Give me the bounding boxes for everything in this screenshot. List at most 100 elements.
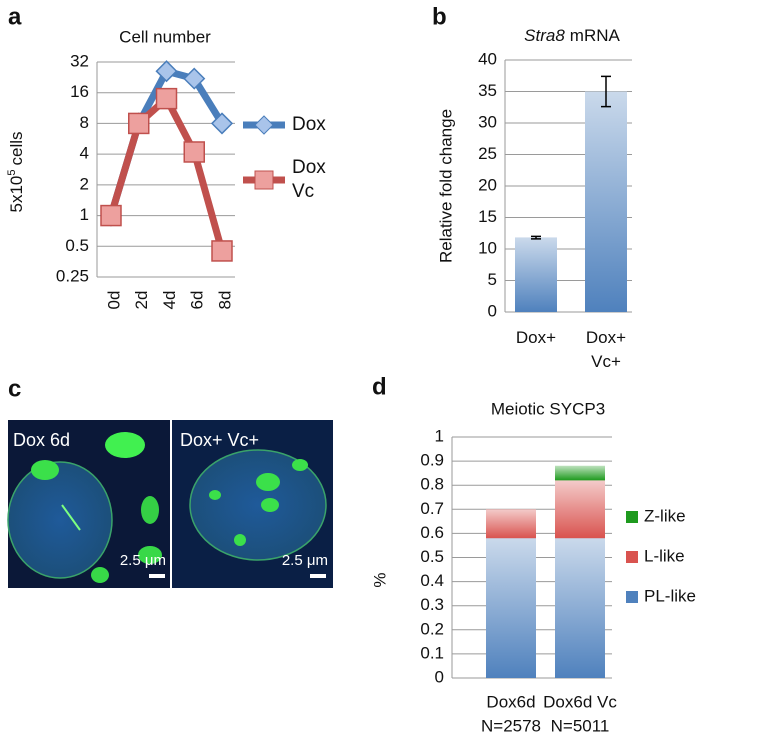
line (107, 95, 226, 252)
y-tick-label: 20 (478, 175, 497, 194)
y-axis-label: Relative fold change (436, 109, 455, 263)
nucleus (189, 449, 327, 561)
x-tick-label: 4d (160, 291, 179, 310)
n-label: N=2578 (481, 716, 541, 735)
y-tick-label: 10 (478, 238, 497, 257)
y-tick-label: 0.4 (420, 571, 444, 590)
chart-title-italic: Stra8 (524, 26, 565, 45)
bar-shine (585, 91, 627, 312)
bar-shine (486, 538, 536, 678)
y-axis-label-unit: cells (7, 131, 26, 165)
y-axis-label-sup: 5 (6, 170, 18, 176)
error-bar (531, 235, 541, 240)
x-tick-label: Dox+ Vc+ (585, 328, 627, 371)
image-label: Dox 6d (13, 430, 70, 450)
scale-label: 2.5 μm (282, 552, 328, 569)
marker (128, 112, 150, 135)
y-axis-label: 5x10 (7, 176, 26, 213)
y-tick-label: 0.5 (65, 236, 89, 255)
blob (256, 473, 280, 491)
marker (183, 67, 206, 90)
y-tick-label: 0.5 (420, 547, 444, 566)
x-tick-label: Dox6d Vc (543, 692, 617, 711)
panel-label: d (372, 373, 387, 400)
chart-title: Cell number (119, 27, 211, 46)
error-bar (601, 75, 611, 108)
y-tick-label: 0.6 (420, 523, 444, 542)
legend-swatch (626, 551, 638, 563)
legend-swatch (626, 591, 638, 603)
y-tick-label: 0.1 (420, 643, 444, 662)
chart-title: Stra8 mRNA (524, 26, 620, 45)
y-tick-label: 0.25 (56, 266, 89, 285)
panel-label: b (432, 3, 447, 30)
scale-label: 2.5 μm (120, 552, 166, 569)
y-tick-label: 4 (80, 144, 89, 163)
x-tick-label: Dox+ (515, 328, 557, 347)
y-axis-label: % (370, 572, 389, 587)
marker (210, 112, 234, 135)
blob (61, 504, 81, 531)
legend-label: Z-like (644, 506, 686, 525)
y-axis-label: 5x105 cells (6, 131, 27, 212)
x-tick-label: 8d (215, 291, 234, 310)
y-tick-label: 5 (488, 270, 497, 289)
legend-label: Dox Vc (292, 157, 326, 202)
blob (105, 432, 145, 458)
scale-bar (310, 574, 326, 578)
bar-shine (486, 509, 536, 539)
legend-label: PL-like (644, 586, 696, 605)
n-label: N=5011 (551, 716, 610, 735)
marker (211, 240, 233, 262)
chart-title: Meiotic SYCP3 (491, 399, 605, 418)
marker (100, 204, 122, 227)
y-tick-label: 0 (488, 301, 497, 320)
y-tick-label: 40 (478, 49, 497, 68)
blob (234, 534, 246, 546)
bar-shine (515, 237, 557, 312)
y-tick-label: 8 (80, 113, 89, 132)
y-tick-label: 30 (478, 112, 497, 131)
blob (141, 496, 159, 524)
blob (138, 546, 162, 564)
y-tick-label: 0.3 (420, 595, 444, 614)
panel-label: a (8, 3, 22, 30)
y-tick-label: 0.9 (420, 451, 444, 470)
x-tick-label: 2d (132, 291, 151, 310)
chart-title: mRNA (570, 26, 621, 45)
y-tick-label: 16 (70, 82, 89, 101)
legend-label: Dox (292, 114, 326, 135)
blob (261, 498, 279, 512)
blob (292, 459, 308, 471)
x-tick-label: 6d (188, 291, 207, 310)
y-tick-label: 0.8 (420, 475, 444, 494)
y-tick-label: 1 (435, 426, 444, 445)
y-tick-label: 1 (80, 205, 89, 224)
marker (155, 87, 178, 110)
y-tick-label: 35 (478, 81, 497, 100)
blob (91, 567, 109, 583)
legend-swatch (626, 511, 638, 523)
y-tick-label: 15 (478, 207, 497, 226)
legend-marker (254, 115, 274, 135)
bar-shine (555, 538, 605, 678)
x-tick-label: 0d (104, 291, 123, 310)
legend-label: L-like (644, 546, 685, 565)
bar-shine (555, 465, 605, 481)
scale-bar (149, 574, 165, 578)
blob (31, 460, 59, 480)
legend-marker (254, 170, 274, 190)
x-tick-label: Dox6d (486, 692, 535, 711)
y-tick-label: 25 (478, 144, 497, 163)
nucleus (7, 461, 113, 579)
y-tick-label: 0.2 (420, 619, 444, 638)
blob (209, 490, 221, 500)
y-tick-label: 32 (70, 51, 89, 70)
bar-shine (555, 480, 605, 539)
marker (155, 60, 178, 83)
image-label: Dox+ Vc+ (180, 430, 259, 450)
panel-label: c (8, 375, 21, 402)
y-tick-label: 0 (435, 667, 444, 686)
